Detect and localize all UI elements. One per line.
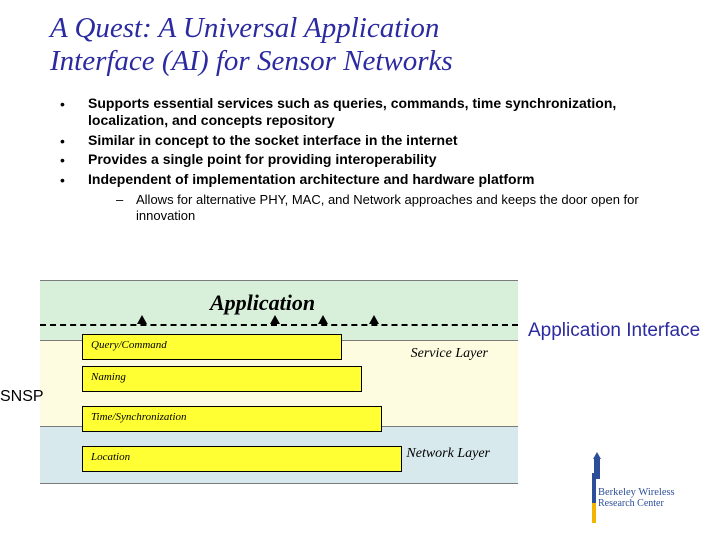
interface-dashed-line — [40, 324, 518, 326]
application-label: Application — [210, 290, 315, 316]
logo-line-2: Research Center — [598, 498, 675, 509]
service-layer-label: Service Layer — [411, 346, 488, 362]
bullet-item: • Independent of implementation architec… — [60, 171, 680, 189]
bullet-item: • Similar in concept to the socket inter… — [60, 132, 680, 150]
bullet-dot: • — [60, 151, 88, 168]
location-box: Location — [82, 446, 402, 472]
sub-bullet-dash: – — [116, 192, 136, 225]
layer-diagram: Application Service Layer Network Layer … — [40, 280, 518, 500]
bullet-text: Similar in concept to the socket interfa… — [88, 132, 458, 150]
bullet-dot: • — [60, 171, 88, 188]
bullet-item: • Provides a single point for providing … — [60, 151, 680, 169]
query-command-box: Query/Command — [82, 334, 342, 360]
application-interface-label: Application Interface — [528, 320, 700, 342]
bullet-item: • Supports essential services such as qu… — [60, 95, 680, 130]
logo-text: Berkeley Wireless Research Center — [598, 487, 675, 510]
bullet-list: • Supports essential services such as qu… — [0, 79, 720, 225]
up-arrow-icon — [318, 315, 328, 324]
bullet-text: Independent of implementation architectu… — [88, 171, 535, 189]
bullet-dot: • — [60, 95, 88, 112]
bullet-text: Supports essential services such as quer… — [88, 95, 680, 130]
up-arrow-icon — [137, 315, 147, 324]
bullet-text: Provides a single point for providing in… — [88, 151, 437, 169]
snsp-label: SNSP — [0, 388, 44, 406]
sub-bullet-item: – Allows for alternative PHY, MAC, and N… — [60, 192, 680, 225]
title-line-1: A Quest: A Universal Application — [50, 12, 439, 44]
time-sync-box: Time/Synchronization — [82, 406, 382, 432]
logo-line-1: Berkeley Wireless — [598, 487, 675, 499]
sub-bullet-text: Allows for alternative PHY, MAC, and Net… — [136, 192, 680, 225]
up-arrow-icon — [270, 315, 280, 324]
slide-title: A Quest: A Universal Application Interfa… — [0, 0, 720, 79]
campanile-icon — [590, 452, 604, 482]
up-arrow-icon — [369, 315, 379, 324]
bwrc-logo: Berkeley Wireless Research Center — [592, 472, 702, 524]
naming-box: Naming — [82, 366, 362, 392]
bullet-dot: • — [60, 132, 88, 149]
network-layer-label: Network Layer — [406, 446, 490, 462]
title-line-2: Interface (AI) for Sensor Networks — [50, 45, 453, 77]
